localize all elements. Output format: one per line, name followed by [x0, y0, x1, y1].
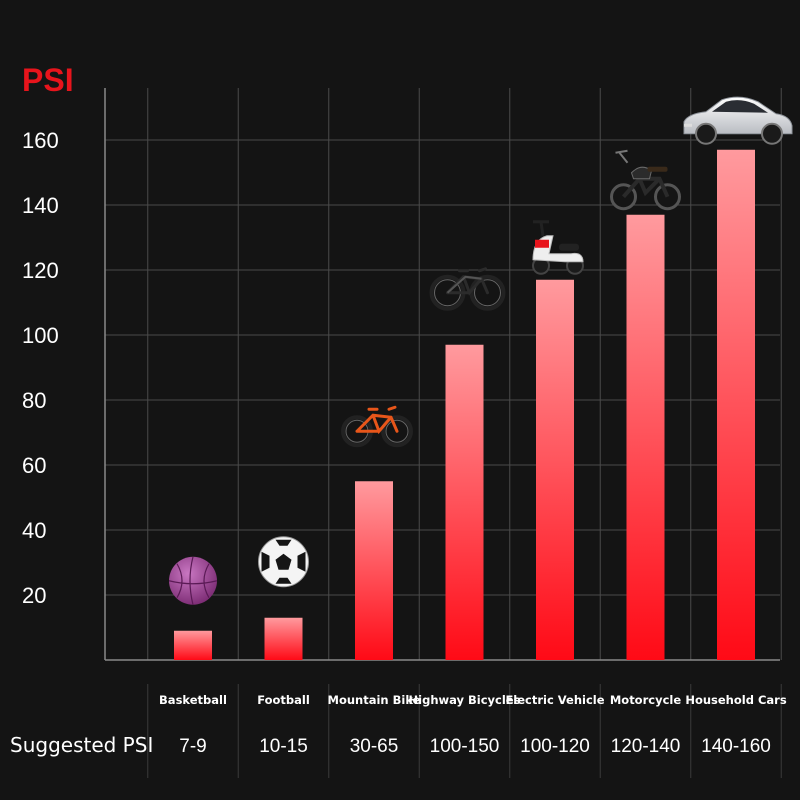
- y-tick-label: 100: [22, 323, 59, 348]
- y-tick-label: 40: [22, 518, 46, 543]
- icons: [168, 96, 793, 605]
- electric-scooter-icon: [532, 220, 584, 275]
- psi-range-value: 100-120: [520, 736, 590, 757]
- bar-mountain-bike: [355, 481, 393, 660]
- basketball-icon: [168, 556, 218, 605]
- mountain-bike-icon: [341, 405, 413, 448]
- x-category-label: Mountain Bike: [328, 693, 421, 707]
- psi-range-value: 120-140: [611, 736, 681, 757]
- y-tick-label: 80: [22, 388, 46, 413]
- y-tick-label: 60: [22, 453, 46, 478]
- bar-basketball: [174, 630, 212, 660]
- x-category-label: Basketball: [159, 693, 227, 707]
- y-tick-label: 20: [22, 583, 46, 608]
- labels: 20 40 60 80 100 120 140 160 Basketball 7-9 Footbal…: [22, 128, 787, 757]
- bar-motorcycle: [626, 214, 665, 660]
- x-category-label: Highway Bicycles: [409, 693, 521, 707]
- y-tick-label: 120: [22, 258, 59, 283]
- bar-highway-bicycles: [445, 344, 484, 660]
- psi-range-value: 100-150: [430, 736, 500, 757]
- x-category-label: Electric Vehicle: [505, 693, 604, 707]
- road-bicycle-icon: [429, 267, 506, 311]
- psi-range-value: 7-9: [179, 736, 206, 757]
- x-category-label: Motorcycle: [610, 693, 681, 707]
- psi-range-value: 30-65: [350, 736, 399, 757]
- x-category-label: Football: [257, 693, 310, 707]
- suggested-psi-label: Suggested PSI: [10, 733, 153, 757]
- bar-football: [264, 617, 303, 660]
- bar-electric-vehicle: [536, 279, 574, 660]
- bars: [174, 149, 755, 660]
- bar-household-cars: [717, 149, 755, 660]
- y-tick-label: 140: [22, 193, 59, 218]
- psi-range-value: 140-160: [701, 736, 771, 757]
- motorcycle-icon: [610, 149, 681, 211]
- football-icon: [258, 536, 309, 588]
- grid: [104, 88, 782, 778]
- y-axis-label: PSI: [22, 62, 74, 98]
- psi-range-value: 10-15: [259, 736, 308, 757]
- car-icon: [683, 96, 793, 145]
- x-category-label: Household Cars: [685, 693, 786, 707]
- y-tick-label: 160: [22, 128, 59, 153]
